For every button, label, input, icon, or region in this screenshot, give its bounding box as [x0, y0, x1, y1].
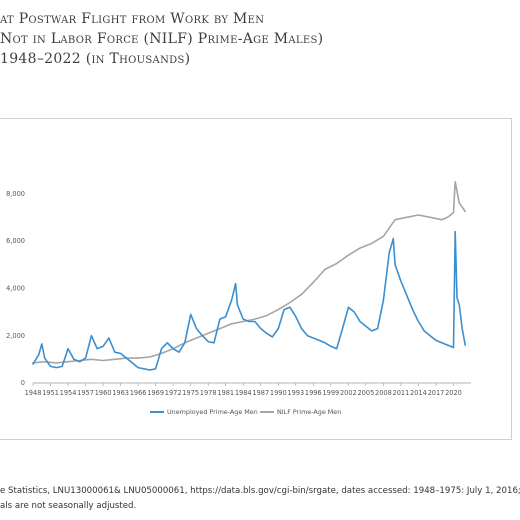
x-tick-label: 1966: [130, 389, 147, 397]
x-tick-label: 1984: [235, 389, 252, 397]
legend-item-unemployed: Unemployed Prime-Age Men: [150, 408, 258, 416]
x-tick-label: 2014: [410, 389, 427, 397]
x-tick-label: 1951: [42, 389, 59, 397]
x-tick-label: 1975: [182, 389, 199, 397]
x-tick-label: 1987: [252, 389, 269, 397]
title-line-3: 1948–2022 (in Thousands): [0, 51, 191, 67]
chart-frame: [0, 118, 512, 440]
x-tick-label: 2017: [428, 389, 445, 397]
series-nilf-line: [32, 181, 466, 364]
x-tick-label: 1954: [60, 389, 77, 397]
x-tick-label: 1972: [165, 389, 182, 397]
x-tick-label: 1948: [25, 389, 42, 397]
series-unemployed-line: [32, 230, 466, 371]
legend: Unemployed Prime-Age Men NILF Prime-Age M…: [150, 408, 341, 416]
y-tick-label: 2,000: [6, 332, 25, 340]
legend-label: NILF Prime-Age Men: [277, 408, 341, 416]
x-tick-label: 2002: [340, 389, 357, 397]
x-tick-label: 1990: [270, 389, 287, 397]
source-note: e Statistics, LNU13000061& LNU05000061, …: [0, 484, 520, 514]
y-tick-label: 4,000: [6, 285, 25, 293]
figure-title: at Postwar Flight from Work by Men Not i…: [0, 9, 323, 69]
x-tick-label: 1963: [112, 389, 129, 397]
x-axis: 1948 1951 1954 1957 1960 1963 1966 1969 1972 1975…: [25, 382, 471, 397]
x-tick-label: 1978: [200, 389, 217, 397]
y-tick-label: 8,000: [6, 190, 25, 198]
legend-label: Unemployed Prime-Age Men: [167, 408, 258, 416]
series-layer: [32, 181, 466, 371]
y-tick-label: 6,000: [6, 237, 25, 245]
x-tick-label: 2008: [375, 389, 392, 397]
y-tick-label: 0: [21, 379, 25, 387]
x-tick-label: 2005: [357, 389, 374, 397]
x-tick-label: 1957: [77, 389, 94, 397]
source-line-1: e Statistics, LNU13000061& LNU05000061, …: [0, 486, 520, 496]
x-tick-label: 2020: [445, 389, 462, 397]
title-line-1: at Postwar Flight from Work by Men: [0, 11, 265, 27]
legend-item-nilf: NILF Prime-Age Men: [260, 408, 341, 416]
x-tick-label: 1996: [305, 389, 322, 397]
x-tick-label: 1969: [147, 389, 164, 397]
x-tick-label: 1993: [287, 389, 304, 397]
source-line-2: als are not seasonally adjusted.: [0, 501, 137, 511]
title-line-2: Not in Labor Force (NILF) Prime-Age Male…: [0, 31, 324, 47]
x-tick-label: 1999: [322, 389, 339, 397]
x-tick-label: 2011: [393, 389, 410, 397]
x-tick-label: 1981: [217, 389, 234, 397]
x-tick-label: 1960: [95, 389, 112, 397]
y-axis: 0 2,000 4,000 6,000 8,000: [6, 190, 25, 387]
